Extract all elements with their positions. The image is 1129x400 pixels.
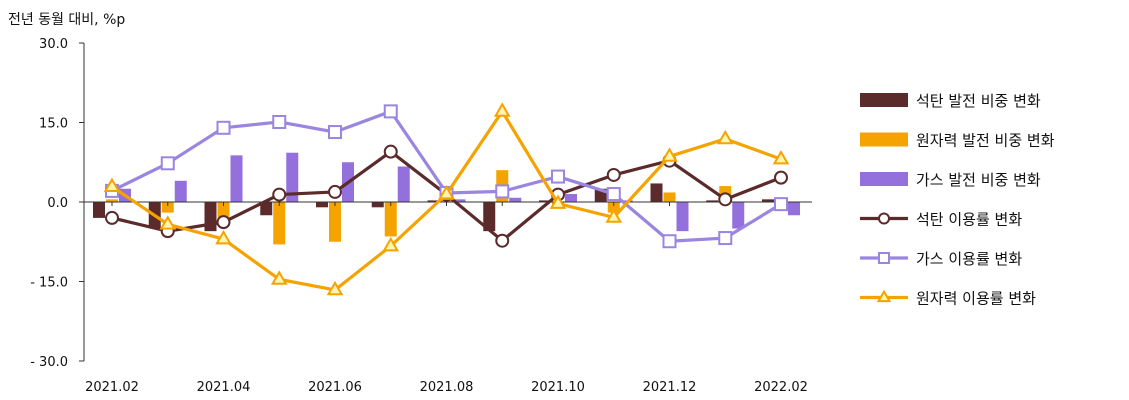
bar	[161, 202, 174, 213]
y-tick-label: - 30.0	[30, 355, 68, 370]
bar	[565, 194, 577, 202]
bar	[788, 202, 800, 216]
bar	[217, 202, 230, 218]
line-marker	[216, 215, 231, 230]
line-marker	[878, 252, 890, 264]
bar	[204, 202, 217, 232]
x-tick-label: 2021.10	[531, 380, 585, 395]
x-tick-label: 2021.06	[308, 380, 362, 395]
bar	[732, 202, 745, 229]
x-tick-label: 2022.02	[754, 380, 808, 395]
line-marker	[382, 236, 400, 252]
bar	[539, 200, 551, 202]
bar	[509, 197, 522, 202]
line-marker	[105, 210, 119, 225]
line-marker	[716, 129, 734, 145]
line-marker	[383, 144, 398, 159]
line-marker	[606, 167, 621, 182]
bar	[316, 202, 328, 208]
y-tick-label: - 15.0	[30, 276, 68, 291]
line-marker	[103, 177, 121, 192]
bar	[174, 180, 187, 202]
bar	[371, 202, 384, 208]
bar	[453, 199, 466, 202]
legend-label: 원자력 이용률 변화	[916, 290, 1036, 308]
y-tick-label: 15.0	[39, 117, 68, 132]
legend-label: 가스 이용률 변화	[916, 250, 1022, 268]
y-axis-unit-label: 전년 동월 대비, %p	[8, 12, 125, 28]
line-marker	[326, 280, 344, 296]
line-marker	[160, 156, 175, 171]
line-marker	[661, 147, 678, 162]
line-marker	[215, 230, 232, 245]
legend-swatch	[860, 132, 908, 147]
legend-label: 석탄 이용률 변화	[916, 211, 1022, 229]
y-tick-label: 0.0	[47, 196, 68, 211]
bar	[106, 199, 118, 202]
bar	[230, 155, 243, 202]
bar	[607, 202, 620, 213]
bar	[427, 200, 440, 202]
line-marker	[774, 197, 788, 212]
bar	[260, 202, 273, 216]
bar	[329, 202, 341, 242]
line-marker	[270, 270, 288, 285]
line-marker	[438, 184, 455, 200]
bar	[384, 202, 397, 237]
line-marker	[216, 120, 231, 135]
line-marker	[159, 215, 177, 230]
line-marker	[772, 150, 790, 165]
bar	[762, 199, 774, 202]
axes: 30.0 15.0 0.0 - 15.0 - 30.0 2021.02 2021.04 202…	[30, 37, 812, 395]
line-marker	[605, 208, 623, 223]
line-marker	[551, 169, 565, 184]
bar	[650, 183, 663, 202]
bar	[93, 202, 105, 218]
legend-swatch	[860, 93, 908, 107]
line-marker	[718, 192, 733, 207]
line-marker	[495, 184, 510, 199]
line-marker	[878, 212, 890, 225]
line-marker	[272, 114, 287, 129]
line-marker	[495, 233, 510, 248]
line-marker	[493, 102, 511, 117]
bar	[706, 200, 719, 202]
line-marker	[662, 234, 677, 249]
legend-swatch	[860, 172, 908, 186]
line-marker	[328, 125, 342, 140]
line-marker	[606, 187, 621, 202]
line-marker	[718, 231, 733, 246]
bar	[483, 202, 496, 232]
legend-label: 원자력 발전 비중 변화	[916, 132, 1055, 150]
x-tick-label: 2021.12	[643, 380, 697, 395]
line-marker	[876, 289, 892, 303]
line-marker	[272, 187, 287, 202]
bar	[397, 166, 410, 202]
line-marker	[328, 184, 342, 199]
line-marker	[549, 194, 567, 209]
bar	[286, 152, 299, 202]
x-tick-label: 2021.08	[420, 380, 474, 395]
x-tick-label: 2021.02	[85, 380, 139, 395]
bar	[273, 202, 286, 245]
bar	[663, 192, 676, 202]
y-tick-label: 30.0	[39, 37, 68, 52]
line-series-group	[103, 102, 790, 296]
line-marker	[383, 104, 398, 119]
legend-label: 석탄 발전 비중 변화	[916, 92, 1041, 110]
legend-label: 가스 발전 비중 변화	[916, 171, 1041, 189]
x-tick-label: 2021.04	[197, 380, 251, 395]
line-marker	[774, 170, 788, 185]
bar	[676, 202, 689, 232]
